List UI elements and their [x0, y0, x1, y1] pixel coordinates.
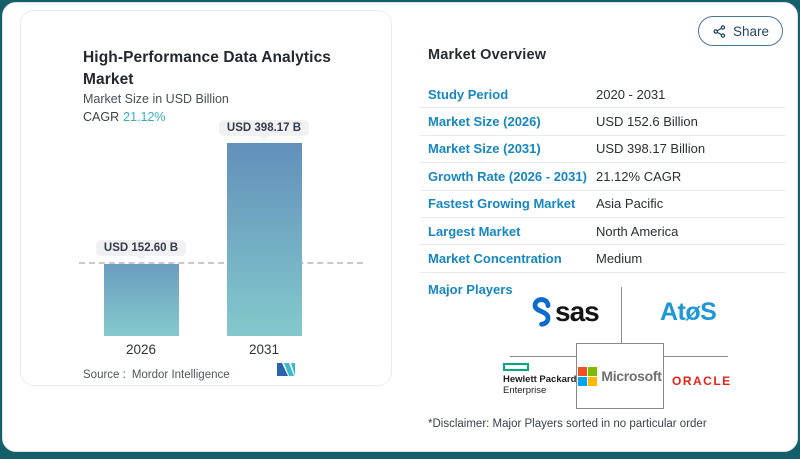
table-row: Market Size (2026) USD 152.6 Billion: [420, 108, 786, 136]
oracle-logo: ORACLE: [672, 374, 732, 388]
players-divider-right: [664, 356, 728, 357]
hpe-wordmark-line2: Enterprise: [503, 385, 547, 397]
chart-title: High-Performance Data Analytics Market: [83, 49, 332, 88]
atos-s-glyph: S: [700, 298, 717, 326]
row-value: USD 398.17 Billion: [596, 141, 706, 157]
hpe-wordmark-line1: Hewlett Packard: [503, 374, 577, 385]
table-row: Market Concentration Medium: [420, 245, 786, 273]
cagr-value: 21.12%: [123, 110, 166, 124]
table-row: Growth Rate (2026 - 2031) 21.12% CAGR: [420, 163, 786, 191]
x-axis-label-2026: 2026: [125, 342, 157, 357]
microsoft-logo: Microsoft: [576, 343, 664, 409]
share-nodes-icon: [713, 24, 726, 38]
bar-value-label-2026: USD 152.60 B: [95, 240, 187, 256]
sas-logo: sas: [530, 296, 600, 327]
row-label: Largest Market: [428, 223, 521, 239]
share-button[interactable]: Share: [698, 16, 783, 46]
cagr-row: CAGR 21.12%: [83, 110, 166, 124]
source-attribution: Source : Mordor Intelligence: [83, 369, 230, 381]
source-label: Source :: [83, 369, 126, 381]
row-label: Market Concentration: [428, 251, 562, 267]
atos-logo: AtøS: [660, 298, 717, 327]
row-label: Growth Rate (2026 - 2031): [428, 168, 587, 184]
row-value: 21.12% CAGR: [596, 168, 682, 184]
players-divider-left: [510, 356, 576, 357]
mordor-intelligence-logo-icon: [277, 361, 301, 382]
row-label: Fastest Growing Market: [428, 196, 576, 212]
bar-2026[interactable]: [104, 264, 179, 336]
table-row: Fastest Growing Market Asia Pacific: [420, 191, 786, 218]
hpe-rectangle-icon: [503, 363, 529, 371]
table-row: Market Size (2031) USD 398.17 Billion: [420, 136, 786, 164]
chart-subtitle: Market Size in USD Billion: [83, 92, 229, 106]
row-value: Medium: [596, 251, 643, 267]
bar-value-label-2031: USD 398.17 B: [218, 120, 310, 136]
hpe-logo: Hewlett Packard Enterprise: [503, 363, 576, 397]
players-divider-vertical: [621, 287, 622, 343]
row-label: Market Size (2026): [428, 114, 541, 130]
row-value: North America: [596, 223, 679, 239]
table-row: Largest Market North America: [420, 218, 786, 246]
cagr-label: CAGR: [83, 110, 120, 124]
microsoft-wordmark: Microsoft: [601, 368, 662, 384]
row-value: 2020 - 2031: [596, 86, 666, 102]
row-value: USD 152.6 Billion: [596, 114, 698, 130]
atos-o-glyph: ø: [685, 298, 701, 326]
sas-swirl-icon: [532, 297, 551, 327]
market-size-chart-card: High-Performance Data Analytics Market M…: [20, 10, 392, 386]
microsoft-squares-icon: [578, 366, 598, 386]
overview-title: Market Overview: [428, 47, 547, 63]
source-value: Mordor Intelligence: [131, 369, 230, 381]
row-label: Market Size (2031): [428, 141, 541, 157]
disclaimer-text: *Disclaimer: Major Players sorted in no …: [428, 418, 707, 430]
share-button-label: Share: [732, 23, 770, 39]
atos-wordmark: At: [660, 298, 686, 326]
table-row: Study Period 2020 - 2031: [420, 81, 786, 109]
reference-dashed-line: [79, 262, 363, 264]
row-label: Study Period: [428, 86, 509, 102]
major-players-label: Major Players: [428, 282, 513, 297]
row-value: Asia Pacific: [596, 196, 664, 212]
bar-2031[interactable]: [227, 143, 302, 336]
overview-table: Study Period 2020 - 2031 Market Size (20…: [420, 81, 786, 273]
x-axis-label-2031: 2031: [248, 342, 280, 357]
sas-wordmark: sas: [555, 296, 600, 327]
